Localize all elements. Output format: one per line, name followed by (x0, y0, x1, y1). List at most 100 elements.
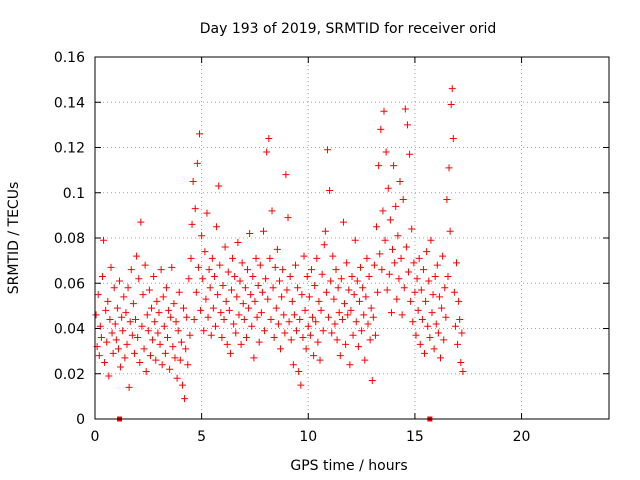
data-point (135, 275, 143, 283)
data-point (143, 311, 151, 319)
data-point (106, 315, 114, 323)
data-point (454, 340, 462, 348)
data-point (299, 334, 307, 342)
data-point (277, 345, 285, 353)
data-point (261, 327, 269, 335)
data-point (361, 356, 369, 364)
data-point (96, 322, 104, 330)
data-point (218, 334, 226, 342)
data-point (365, 272, 373, 280)
data-point (355, 297, 363, 305)
data-point (275, 277, 283, 285)
data-point (295, 367, 303, 375)
data-point (139, 291, 147, 299)
data-point (208, 254, 216, 262)
data-point (219, 282, 227, 290)
data-point (335, 309, 343, 317)
data-point (213, 223, 221, 231)
data-point (118, 313, 126, 321)
data-point (311, 282, 319, 290)
data-points (92, 85, 467, 403)
data-point (234, 239, 242, 247)
data-point (262, 275, 270, 283)
data-point (288, 297, 296, 305)
data-point (107, 263, 115, 271)
data-point (259, 227, 267, 235)
data-point (380, 107, 388, 115)
data-point (406, 150, 414, 158)
data-point (232, 329, 240, 337)
data-point (266, 254, 274, 262)
data-point (437, 354, 445, 362)
data-point (150, 272, 158, 280)
data-point (160, 322, 168, 330)
data-point (322, 288, 330, 296)
data-point (236, 277, 244, 285)
data-point (206, 284, 214, 292)
data-point (284, 214, 292, 222)
data-point (330, 295, 338, 303)
data-point (167, 313, 175, 321)
data-point (439, 252, 447, 260)
data-point (443, 196, 451, 204)
data-point (283, 286, 291, 294)
data-point (438, 304, 446, 312)
data-point (235, 311, 243, 319)
data-point (348, 272, 356, 280)
data-point (382, 148, 390, 156)
data-point (425, 277, 433, 285)
data-point (342, 340, 350, 348)
data-point (458, 329, 466, 337)
data-point (173, 374, 181, 382)
data-point (263, 148, 271, 156)
data-point (180, 304, 188, 312)
data-point (293, 327, 301, 335)
data-point (229, 254, 237, 262)
data-point (149, 336, 157, 344)
data-point (424, 322, 432, 330)
data-point (230, 320, 238, 328)
data-point (226, 349, 234, 357)
data-point (181, 395, 189, 403)
data-point (354, 343, 362, 351)
data-point (151, 318, 159, 326)
data-point (186, 331, 194, 339)
data-point (440, 336, 448, 344)
data-point (314, 338, 322, 346)
data-point (175, 288, 183, 296)
data-point (117, 363, 125, 371)
data-point (237, 340, 245, 348)
data-point (302, 345, 310, 353)
data-point (100, 236, 108, 244)
data-point (396, 177, 404, 185)
data-point (214, 291, 222, 299)
data-point (327, 277, 335, 285)
data-point (395, 275, 403, 283)
data-point (220, 315, 228, 323)
data-point (141, 261, 149, 269)
data-point (240, 315, 248, 323)
data-point (113, 304, 121, 312)
data-point (339, 218, 347, 226)
x-tick-label: 5 (197, 429, 206, 445)
data-point (411, 288, 419, 296)
data-point (352, 318, 360, 326)
data-point (423, 248, 431, 256)
data-point (155, 309, 163, 317)
data-point (280, 311, 288, 319)
data-point (391, 259, 399, 267)
data-point (306, 331, 314, 339)
data-point (108, 329, 116, 337)
data-point (393, 295, 401, 303)
data-point (162, 284, 170, 292)
data-point (207, 331, 215, 339)
data-point (384, 184, 392, 192)
data-point (376, 250, 384, 258)
data-point (241, 284, 249, 292)
data-point (233, 293, 241, 301)
data-point (432, 320, 440, 328)
data-point (304, 322, 312, 330)
data-point (132, 315, 140, 323)
y-tick-label: 0.02 (54, 367, 85, 383)
